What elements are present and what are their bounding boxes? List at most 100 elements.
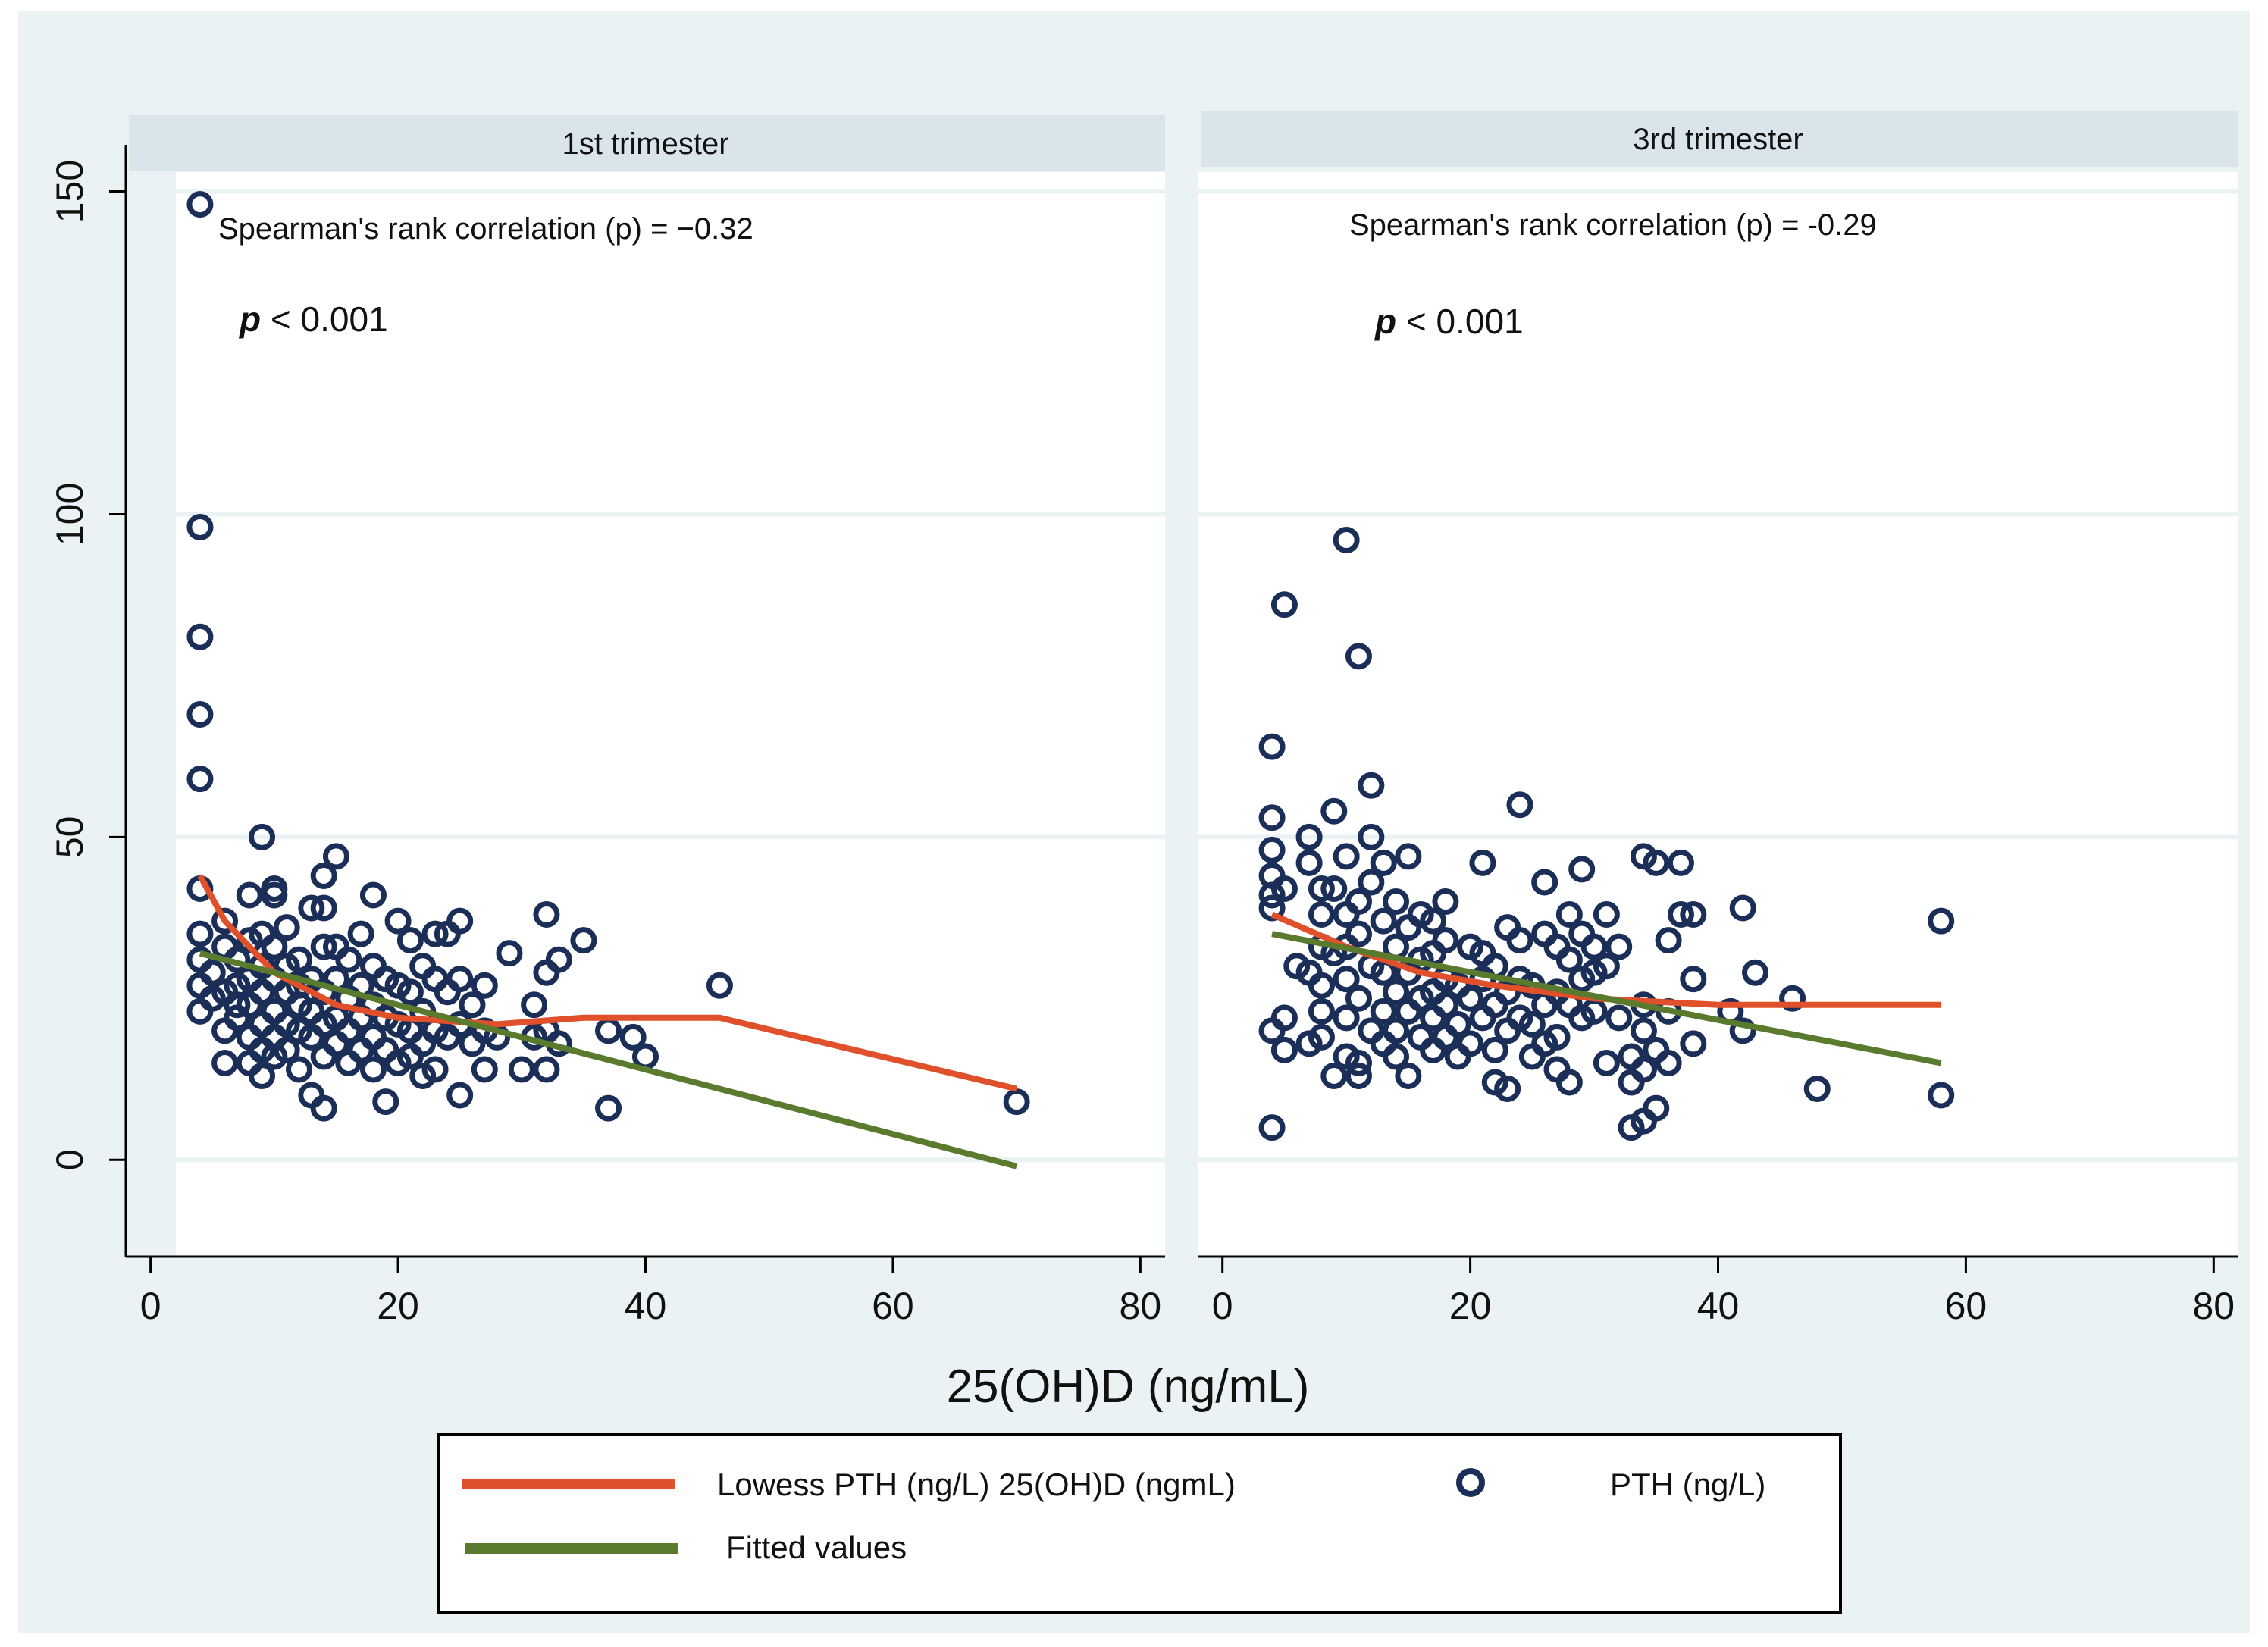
scatter-point — [1270, 1036, 1298, 1063]
scatter-point — [1742, 959, 1769, 986]
scatter-point — [1345, 888, 1372, 916]
scatter-point — [446, 1082, 474, 1109]
scatter-point — [1345, 1063, 1372, 1089]
x-tick-label: 80 — [2192, 1285, 2235, 1327]
scatter-point — [446, 907, 474, 935]
legend-lowess-label: Lowess PTH (ng/L) 25(OH)D (ngmL) — [717, 1467, 1236, 1502]
scatter-point — [1555, 901, 1583, 928]
scatter-point — [186, 191, 214, 218]
scatter-point — [1506, 927, 1533, 954]
scatter-point — [1580, 933, 1608, 960]
scatter-point — [619, 1023, 647, 1051]
scatter-point — [1518, 1010, 1546, 1038]
scatter-point — [1358, 772, 1385, 799]
panel-2: 3rd trimester 0 20 40 60 80 Spearman's rank co… — [1198, 111, 2238, 1327]
scatter-point — [199, 959, 226, 986]
scatter-point — [359, 1056, 387, 1083]
scatter-point — [1258, 836, 1286, 863]
scatter-point — [273, 914, 300, 941]
scatter-point — [211, 907, 239, 935]
panels: 1st trimester 0 20 40 60 80 Spearman's rank co… — [126, 111, 2238, 1327]
scatter-point — [396, 978, 424, 1006]
p-value-annotation: p < 0.001 — [238, 299, 388, 339]
scatter-point — [1333, 843, 1360, 870]
scatter-point — [310, 1094, 337, 1122]
scatter-point — [1308, 875, 1335, 902]
scatter-point — [1506, 791, 1533, 819]
scatter-point — [1333, 966, 1360, 993]
x-tick-label: 40 — [1697, 1285, 1740, 1327]
scatter-point — [261, 933, 288, 960]
scatter-point — [335, 946, 362, 973]
scatter-point — [1358, 869, 1385, 896]
x-tick-label: 60 — [872, 1285, 914, 1327]
scatter-point — [186, 701, 214, 728]
scatter-point — [1003, 1088, 1030, 1116]
scatter-point — [545, 946, 572, 973]
scatter-point — [1333, 1004, 1360, 1032]
scatter-points — [186, 191, 1030, 1122]
fitted-line — [1271, 931, 1942, 1066]
y-axis: 0 50 100 150 — [49, 145, 127, 1257]
scatter-point — [1630, 1017, 1657, 1044]
scatter-point — [1270, 1004, 1298, 1032]
scatter-point — [1270, 875, 1298, 902]
spearman-annotation: Spearman's rank correlation (p) = -0.29 — [1349, 208, 1877, 242]
scatter-point — [1420, 907, 1447, 935]
scatter-point — [1543, 1023, 1571, 1051]
scatter-point — [1345, 643, 1372, 670]
scatter-point — [421, 1056, 449, 1083]
scatter-point — [186, 766, 214, 793]
scatter-point — [261, 881, 288, 909]
scatter-point — [1270, 591, 1298, 618]
x-tick-label: 80 — [1120, 1285, 1162, 1327]
scatter-point — [1258, 804, 1286, 831]
scatter-point — [421, 920, 449, 947]
panel-title: 3rd trimester — [1633, 123, 1803, 156]
y-tick-label: 100 — [49, 483, 91, 546]
panel-strip — [1201, 111, 2238, 167]
scatter-point — [1383, 1017, 1410, 1044]
scatter-point — [1258, 733, 1286, 760]
scatter-point — [496, 940, 523, 967]
scatter-point — [521, 991, 548, 1019]
scatter-point — [1370, 907, 1397, 935]
scatter-point — [1444, 1010, 1471, 1038]
scatter-point — [286, 946, 312, 973]
scatter-point — [249, 1063, 276, 1089]
scatter-point — [347, 920, 374, 947]
scatter-point — [1655, 1049, 1682, 1076]
scatter-point — [186, 623, 214, 650]
scatter-point — [1308, 1023, 1335, 1051]
scatter-point — [1667, 901, 1694, 928]
scatter-point — [273, 1036, 300, 1063]
scatter-point — [384, 907, 412, 935]
scatter-point — [1593, 1049, 1620, 1076]
panel-title: 1st trimester — [562, 127, 728, 161]
scatter-point — [1383, 888, 1410, 916]
scatter-point — [1680, 1030, 1707, 1057]
scatter-point — [1308, 997, 1335, 1025]
scatter-point — [1593, 953, 1620, 980]
scatter-point — [1643, 849, 1670, 876]
legend-fitted-label: Fitted values — [726, 1530, 907, 1565]
scatter-point — [1370, 997, 1397, 1025]
scatter-point — [533, 901, 560, 928]
scatter-point — [1432, 991, 1459, 1019]
scatter-point — [1320, 1063, 1348, 1089]
x-axis-label: 25(OH)D (ng/mL) — [947, 1360, 1310, 1413]
scatter-point — [359, 881, 387, 909]
scatter-point — [1667, 849, 1694, 876]
scatter-point — [1258, 894, 1286, 922]
scatter-point — [249, 823, 276, 850]
scatter-point — [1928, 907, 1955, 935]
scatter-point — [1370, 849, 1397, 876]
scatter-point — [1295, 823, 1323, 850]
scatter-point — [1643, 1094, 1670, 1122]
scatter-point — [1568, 856, 1596, 883]
scatter-point — [1729, 894, 1756, 922]
scatter-point — [211, 1049, 239, 1076]
scatter-point — [1345, 985, 1372, 1012]
x-tick-label: 20 — [1449, 1285, 1492, 1327]
